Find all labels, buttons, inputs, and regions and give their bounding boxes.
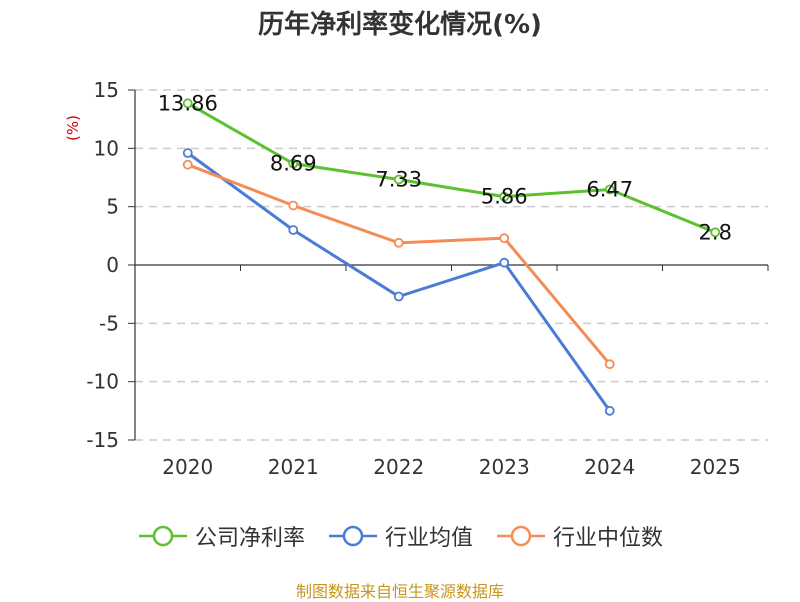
y-tick-label: 10 — [94, 136, 119, 160]
y-tick-label: 5 — [106, 195, 119, 219]
data-label: 13.86 — [158, 91, 218, 115]
x-tick-label: 2022 — [373, 455, 424, 479]
data-point — [499, 233, 510, 244]
axes: 15 10 5 0 -5 -10 -15 2020 2021 2022 2023 2024 2025 — [86, 78, 769, 479]
grid-lines — [135, 89, 768, 441]
y-tick-label: 0 — [106, 253, 119, 277]
x-tick-label: 2024 — [584, 455, 635, 479]
y-tick-label: -10 — [86, 370, 119, 394]
data-point — [182, 159, 193, 170]
data-point — [393, 237, 404, 248]
legend-item[interactable]: 行业中位数 — [495, 520, 663, 552]
data-label: 5.86 — [481, 185, 528, 209]
series-line — [186, 151, 611, 412]
data-point — [499, 257, 510, 268]
data-point — [393, 174, 404, 185]
y-axis-label: (%) — [64, 115, 82, 141]
data-labels: 13.86 8.69 7.33 5.86 6.47 2.8 — [158, 91, 732, 244]
data-point — [604, 184, 615, 195]
data-label: 6.47 — [586, 178, 633, 202]
data-point — [393, 291, 404, 302]
data-point — [499, 191, 510, 202]
series-lines — [182, 98, 721, 416]
legend-marker-icon — [497, 525, 545, 547]
y-tick-label: 15 — [94, 78, 119, 102]
series-line — [187, 101, 716, 234]
legend-marker-icon — [138, 525, 187, 547]
data-point — [288, 225, 299, 235]
chart-title: 历年净利率变化情况(%) — [258, 10, 542, 40]
line-chart: 15 10 5 0 -5 -10 -15 2020 2021 2022 2023 2024 2025 1… — [64, 78, 769, 479]
legend-item[interactable]: 公司净利率 — [137, 520, 305, 552]
y-tick-label: -5 — [99, 311, 119, 335]
legend: 公司净利率 行业均值 行业中位数 — [0, 520, 800, 552]
data-point — [710, 227, 721, 238]
x-tick-label: 2025 — [690, 455, 741, 479]
legend-marker-icon — [328, 525, 377, 547]
data-point — [288, 200, 299, 211]
legend-label: 行业均值 — [384, 526, 473, 551]
data-label: 7.33 — [375, 167, 422, 191]
data-point — [288, 158, 299, 169]
x-tick-label: 2020 — [162, 455, 213, 479]
source-note: 制图数据来自恒生聚源数据库 — [295, 582, 504, 601]
y-tick-label: -15 — [86, 428, 119, 452]
legend-label: 行业中位数 — [553, 526, 664, 551]
x-tick-label: 2023 — [479, 455, 530, 479]
legend-item[interactable]: 行业均值 — [327, 520, 473, 552]
data-label: 8.69 — [270, 152, 317, 176]
legend-label: 公司净利率 — [194, 526, 305, 551]
data-point — [604, 359, 615, 370]
x-tick-label: 2021 — [268, 455, 319, 479]
data-point — [182, 148, 193, 158]
data-point — [604, 405, 615, 416]
data-label: 2.8 — [699, 220, 732, 244]
data-point — [182, 98, 193, 109]
